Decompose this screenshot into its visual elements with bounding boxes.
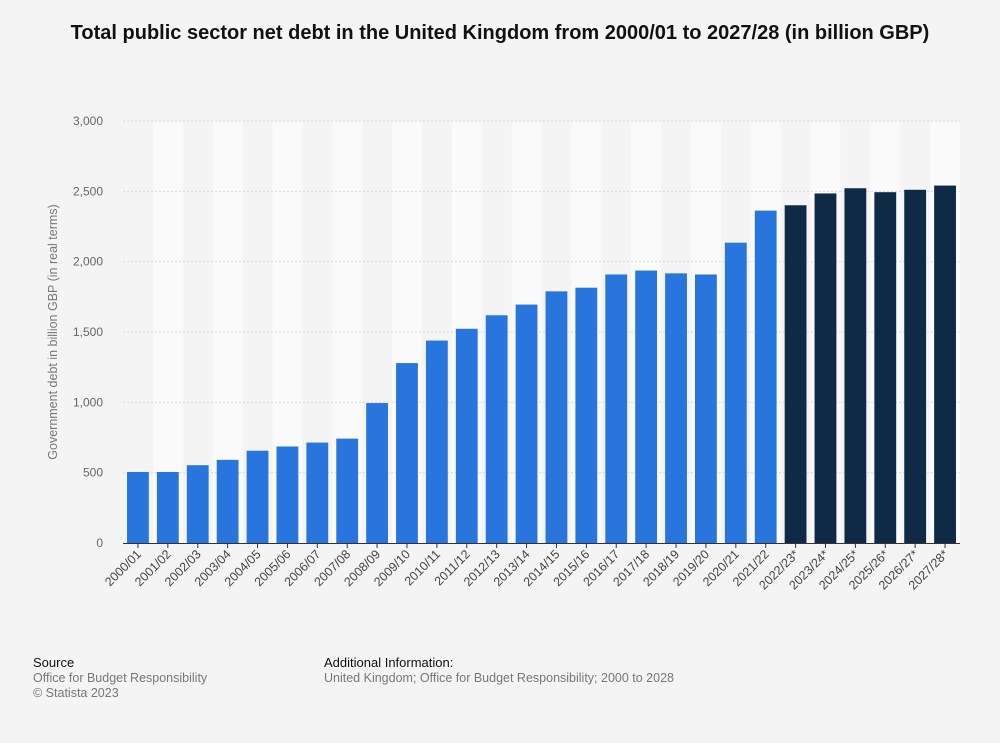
- footer: Source Office for Budget Responsibility …: [0, 655, 1000, 715]
- bar[interactable]: [724, 242, 747, 543]
- bar[interactable]: [156, 471, 179, 543]
- bar[interactable]: [784, 205, 807, 543]
- bar[interactable]: [276, 446, 299, 543]
- bar[interactable]: [635, 270, 658, 543]
- y-tick-label: 3,000: [73, 114, 103, 128]
- y-axis-label: Government debt in billion GBP (in real …: [46, 204, 60, 459]
- additional-info-heading: Additional Information:: [324, 655, 454, 670]
- bar[interactable]: [336, 438, 359, 543]
- bar[interactable]: [306, 442, 329, 543]
- x-axis-ticks: 2000/012001/022002/032003/042004/052005/…: [102, 543, 951, 593]
- bar[interactable]: [186, 465, 209, 543]
- bar[interactable]: [455, 328, 478, 543]
- bar[interactable]: [904, 189, 927, 543]
- source-name: Office for Budget Responsibility: [33, 670, 208, 685]
- bar-chart: 0 500 1,000 1,500 2,000 2,500 3,000 2000/01200…: [46, 114, 960, 593]
- bar[interactable]: [934, 185, 956, 544]
- bars: [127, 185, 956, 544]
- bar[interactable]: [575, 287, 598, 543]
- bar[interactable]: [605, 274, 628, 543]
- source-heading: Source: [33, 655, 75, 670]
- bar[interactable]: [425, 340, 448, 543]
- bar[interactable]: [515, 304, 538, 543]
- additional-info-text: United Kingdom; Office for Budget Respon…: [324, 670, 674, 685]
- bar[interactable]: [814, 193, 837, 543]
- bar[interactable]: [665, 273, 687, 543]
- copyright: © Statista 2023: [33, 686, 119, 700]
- bar[interactable]: [366, 403, 389, 543]
- bar[interactable]: [545, 291, 568, 543]
- bar[interactable]: [216, 459, 239, 543]
- bar[interactable]: [694, 274, 717, 543]
- y-axis-ticks: 0 500 1,000 1,500 2,000 2,500 3,000: [73, 114, 103, 550]
- bar[interactable]: [246, 450, 269, 543]
- bar[interactable]: [754, 210, 777, 543]
- y-tick-label: 2,500: [73, 184, 103, 198]
- source-block: Source Office for Budget Responsibility …: [33, 655, 207, 702]
- bar[interactable]: [396, 363, 418, 543]
- bar[interactable]: [844, 188, 867, 544]
- bar[interactable]: [127, 471, 149, 543]
- y-tick-label: 1,500: [73, 325, 103, 339]
- y-tick-label: 2,000: [73, 255, 103, 269]
- bar[interactable]: [874, 192, 897, 543]
- y-tick-label: 500: [83, 466, 103, 480]
- y-tick-label: 1,000: [73, 395, 103, 409]
- chart-title: Total public sector net debt in the Unit…: [70, 22, 930, 44]
- bar[interactable]: [485, 315, 508, 543]
- additional-info-block: Additional Information: United Kingdom; …: [324, 655, 674, 686]
- y-tick-label: 0: [96, 536, 103, 550]
